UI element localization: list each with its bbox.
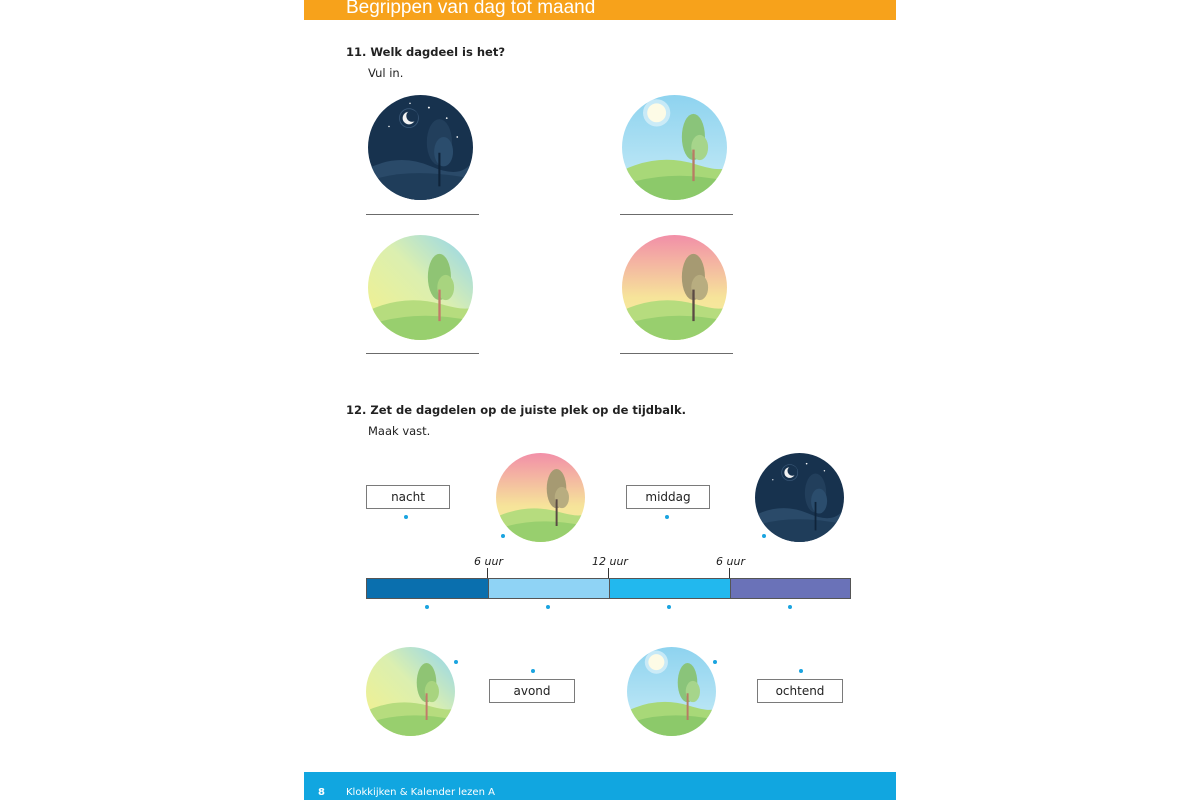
tick-label-6-uur-evening: 6 uur bbox=[716, 555, 745, 568]
afternoon-scene-image bbox=[622, 95, 727, 200]
footer-bar: 8 Klokkijken & Kalender lezen A bbox=[304, 772, 896, 800]
page-title: Begrippen van dag tot maand bbox=[346, 0, 596, 18]
worksheet-page: Begrippen van dag tot maand 11. Welk dag… bbox=[304, 0, 896, 800]
answer-line-2[interactable] bbox=[620, 214, 733, 215]
timeline-bar bbox=[366, 578, 851, 599]
label-nacht[interactable]: nacht bbox=[366, 485, 450, 509]
afternoon-scene-small bbox=[627, 647, 716, 736]
tick-mark bbox=[487, 568, 488, 579]
connect-dot[interactable] bbox=[454, 660, 458, 664]
page-number: 8 bbox=[318, 787, 325, 798]
evening-scene-image bbox=[622, 235, 727, 340]
answer-line-4[interactable] bbox=[620, 353, 733, 354]
connect-dot[interactable] bbox=[404, 515, 408, 519]
question-12-title: 12. Zet de dagdelen op de juiste plek op… bbox=[346, 403, 686, 417]
tick-label-6-uur: 6 uur bbox=[474, 555, 503, 568]
tick-mark bbox=[608, 568, 609, 579]
label-ochtend[interactable]: ochtend bbox=[757, 679, 843, 703]
timeline-segment-night[interactable] bbox=[367, 579, 488, 598]
tick-mark bbox=[729, 568, 730, 579]
night-scene-small bbox=[755, 453, 844, 542]
question-12-instruction: Maak vast. bbox=[368, 424, 431, 438]
timeline-dot-afternoon[interactable] bbox=[667, 605, 671, 609]
connect-dot[interactable] bbox=[501, 534, 505, 538]
timeline-dot-morning[interactable] bbox=[546, 605, 550, 609]
night-scene-image bbox=[368, 95, 473, 200]
tick-label-12-uur: 12 uur bbox=[592, 555, 628, 568]
book-title: Klokkijken & Kalender lezen A bbox=[346, 787, 495, 798]
answer-line-3[interactable] bbox=[366, 353, 479, 354]
question-11-instruction: Vul in. bbox=[368, 66, 404, 80]
connect-dot[interactable] bbox=[762, 534, 766, 538]
timeline-dot-night[interactable] bbox=[425, 605, 429, 609]
connect-dot[interactable] bbox=[799, 669, 803, 673]
evening-scene-small bbox=[496, 453, 585, 542]
label-middag[interactable]: middag bbox=[626, 485, 710, 509]
timeline-dot-evening[interactable] bbox=[788, 605, 792, 609]
connect-dot[interactable] bbox=[713, 660, 717, 664]
header-bar: Begrippen van dag tot maand bbox=[304, 0, 896, 20]
timeline-segment-morning[interactable] bbox=[488, 579, 609, 598]
connect-dot[interactable] bbox=[665, 515, 669, 519]
timeline-segment-afternoon[interactable] bbox=[609, 579, 730, 598]
label-avond[interactable]: avond bbox=[489, 679, 575, 703]
morning-scene-image bbox=[368, 235, 473, 340]
answer-line-1[interactable] bbox=[366, 214, 479, 215]
timeline-segment-evening[interactable] bbox=[730, 579, 850, 598]
question-11-title: 11. Welk dagdeel is het? bbox=[346, 45, 505, 59]
connect-dot[interactable] bbox=[531, 669, 535, 673]
morning-scene-small bbox=[366, 647, 455, 736]
